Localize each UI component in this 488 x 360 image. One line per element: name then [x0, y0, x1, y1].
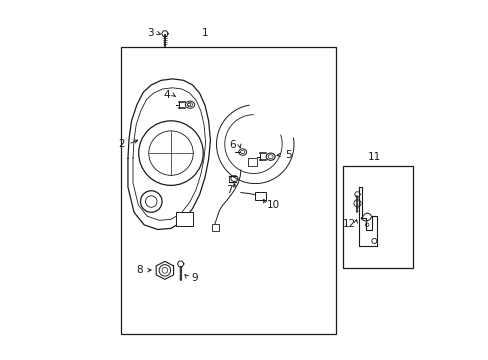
Bar [175, 212, 192, 226]
Text: 8: 8 [136, 265, 143, 275]
Text: 2: 2 [118, 139, 125, 149]
Text: 10: 10 [266, 200, 279, 210]
Bar [255, 192, 265, 200]
Bar [247, 158, 257, 166]
Text: 4: 4 [163, 90, 169, 100]
Text: 9: 9 [191, 273, 197, 283]
Text: 5: 5 [285, 150, 291, 160]
Text: 3: 3 [147, 28, 154, 38]
Text: 12: 12 [342, 219, 355, 229]
Bar [343, 166, 412, 268]
Text: 6: 6 [229, 140, 236, 150]
Bar [121, 47, 335, 334]
Text: 11: 11 [367, 152, 380, 162]
Text: 1: 1 [202, 28, 208, 38]
Bar [211, 225, 219, 231]
Text: 7: 7 [225, 185, 232, 195]
